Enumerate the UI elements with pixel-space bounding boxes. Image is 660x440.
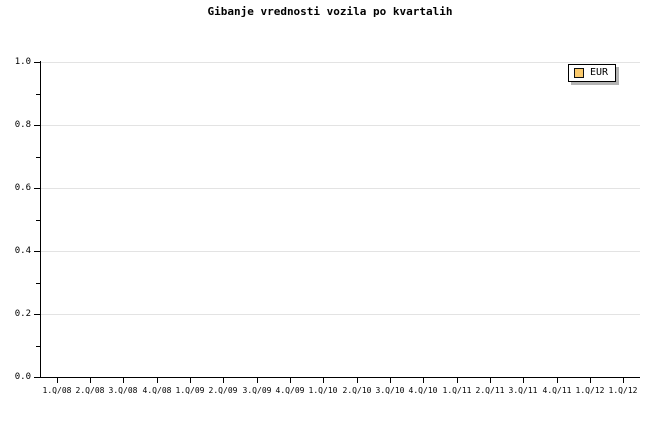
x-tick-label: 4.Q/08 xyxy=(142,386,172,395)
gridline xyxy=(40,251,640,252)
y-tick-label: 0.8 xyxy=(14,120,31,130)
y-tick-major xyxy=(34,188,40,189)
gridline xyxy=(40,188,640,189)
x-tick xyxy=(323,378,324,383)
x-tick-label: 1.Q/09 xyxy=(175,386,205,395)
y-tick-label: 1.0 xyxy=(14,57,31,67)
x-tick xyxy=(457,378,458,383)
y-tick-label: 0.0 xyxy=(14,372,31,382)
x-tick-label: 2.Q/08 xyxy=(75,386,105,395)
y-tick-minor xyxy=(36,156,40,158)
y-tick-label: 0.2 xyxy=(14,309,31,319)
chart-legend[interactable]: EUR xyxy=(568,64,617,82)
chart-title: Gibanje vrednosti vozila po kvartalih xyxy=(207,5,453,18)
x-tick-label: 1.Q/08 xyxy=(42,386,72,395)
x-tick xyxy=(190,378,191,383)
x-tick xyxy=(623,378,624,383)
x-tick xyxy=(223,378,224,383)
x-tick-label: 2.Q/10 xyxy=(342,386,372,395)
gridline xyxy=(40,125,640,126)
y-tick-major xyxy=(34,314,40,315)
y-tick-label: 0.6 xyxy=(14,183,31,193)
x-tick-label: 1.Q/11 xyxy=(442,386,472,395)
x-tick-label: 3.Q/08 xyxy=(108,386,138,395)
y-tick-minor xyxy=(36,345,40,347)
x-tick xyxy=(490,378,491,383)
gridline xyxy=(40,314,640,315)
y-tick-label: 0.4 xyxy=(14,246,31,256)
y-tick-minor xyxy=(36,219,40,221)
x-tick-label: 2.Q/09 xyxy=(208,386,238,395)
x-tick-label: 4.Q/10 xyxy=(408,386,438,395)
y-tick-minor xyxy=(36,93,40,95)
x-tick-label: 4.Q/11 xyxy=(542,386,572,395)
x-tick xyxy=(57,378,58,383)
y-tick-major xyxy=(34,125,40,126)
x-tick-label: 1.Q/12 xyxy=(608,386,638,395)
x-tick xyxy=(157,378,158,383)
x-axis-line xyxy=(40,377,640,378)
y-axis-line xyxy=(40,61,41,378)
x-tick xyxy=(590,378,591,383)
x-tick-label: 3.Q/09 xyxy=(242,386,272,395)
y-tick-major xyxy=(34,251,40,252)
y-axis-labels: 0.0 0.2 0.4 0.6 0.8 1.0 xyxy=(0,0,31,440)
x-tick xyxy=(257,378,258,383)
x-tick-label: 4.Q/09 xyxy=(275,386,305,395)
plot-area xyxy=(40,62,640,377)
legend-label-eur: EUR xyxy=(590,67,609,78)
y-tick-major xyxy=(34,62,40,63)
x-tick xyxy=(123,378,124,383)
x-tick xyxy=(90,378,91,383)
gridline xyxy=(40,62,640,63)
x-tick xyxy=(523,378,524,383)
y-tick-minor xyxy=(36,282,40,284)
x-tick-label: 3.Q/10 xyxy=(375,386,405,395)
legend-swatch-eur xyxy=(574,68,584,78)
x-tick xyxy=(423,378,424,383)
x-tick-label: 1.Q/10 xyxy=(308,386,338,395)
x-tick-label: 2.Q/11 xyxy=(475,386,505,395)
y-tick-major xyxy=(34,377,40,378)
x-tick xyxy=(557,378,558,383)
x-tick xyxy=(357,378,358,383)
x-tick xyxy=(390,378,391,383)
x-tick xyxy=(290,378,291,383)
x-tick-label: 3.Q/11 xyxy=(508,386,538,395)
x-tick-label: 1.Q/12 xyxy=(575,386,605,395)
